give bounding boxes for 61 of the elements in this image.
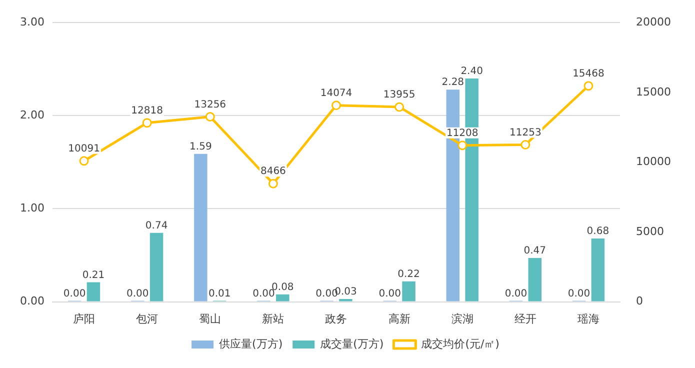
data-label: 0.74 <box>145 220 168 232</box>
x-tick-label: 蜀山 <box>199 312 222 326</box>
data-label: 12818 <box>131 105 163 116</box>
point <box>394 102 404 112</box>
x-tick-label: 瑶海 <box>577 312 600 326</box>
point <box>205 112 215 122</box>
data-label: 0.00 <box>63 288 86 300</box>
data-label: 0.00 <box>252 288 275 300</box>
point <box>79 156 89 166</box>
bar <box>150 232 164 302</box>
data-label: 0.47 <box>524 246 546 257</box>
legend-label: 成交均价(元/㎡) <box>421 337 500 350</box>
bar <box>591 238 605 302</box>
data-label: 0.21 <box>82 270 105 281</box>
y2-tick-label: 5000 <box>636 224 664 238</box>
data-label: 13256 <box>194 99 226 110</box>
data-label: 14074 <box>320 88 352 99</box>
point <box>458 140 468 150</box>
data-label: 0.00 <box>568 288 590 300</box>
x-tick-label: 包河 <box>136 312 158 326</box>
data-label: 11208 <box>446 128 478 139</box>
y-tick-label: 1.00 <box>20 202 44 215</box>
data-label: 0.00 <box>504 288 528 300</box>
legend-label: 供应量(万方) <box>219 337 283 350</box>
x-tick-label: 新站 <box>262 312 284 326</box>
data-label: 10091 <box>68 144 100 155</box>
data-label: 13955 <box>383 90 416 101</box>
bar <box>194 154 208 302</box>
data-label: 15468 <box>572 68 604 80</box>
bar <box>402 281 416 302</box>
point <box>520 140 530 150</box>
point <box>142 118 152 128</box>
y2-tick-label: 20000 <box>636 15 672 28</box>
data-label: 0.00 <box>378 288 401 300</box>
data-label: 0.00 <box>126 288 149 300</box>
y2-tick-label: 15000 <box>636 85 672 98</box>
data-label: 0.68 <box>586 226 610 238</box>
y-tick-label: 0.00 <box>20 294 44 308</box>
data-label: 0.01 <box>208 288 231 300</box>
bar <box>276 294 290 302</box>
x-tick-label: 高新 <box>388 312 410 326</box>
y-tick-label: 3.00 <box>20 15 44 28</box>
y2-tick-label: 10000 <box>636 155 672 168</box>
data-label: 2.40 <box>460 66 483 78</box>
data-label: 2.28 <box>442 77 464 88</box>
data-label: 11253 <box>510 127 542 138</box>
x-tick-label: 经开 <box>514 312 536 326</box>
y-tick-label: 2.00 <box>20 108 44 122</box>
data-label: 0.22 <box>398 268 420 280</box>
data-label: 8466 <box>260 166 286 178</box>
x-tick-label: 政务 <box>325 312 348 326</box>
x-tick-label: 滨湖 <box>451 312 474 326</box>
x-tick-label: 庐阳 <box>73 312 96 326</box>
point <box>332 100 341 110</box>
legend-label: 成交量(万方) <box>320 337 384 350</box>
bar <box>86 282 100 302</box>
data-label: 1.59 <box>190 141 212 152</box>
point <box>584 81 594 91</box>
y2-tick-label: 0 <box>636 294 644 308</box>
bar <box>528 258 542 302</box>
point <box>268 178 278 188</box>
